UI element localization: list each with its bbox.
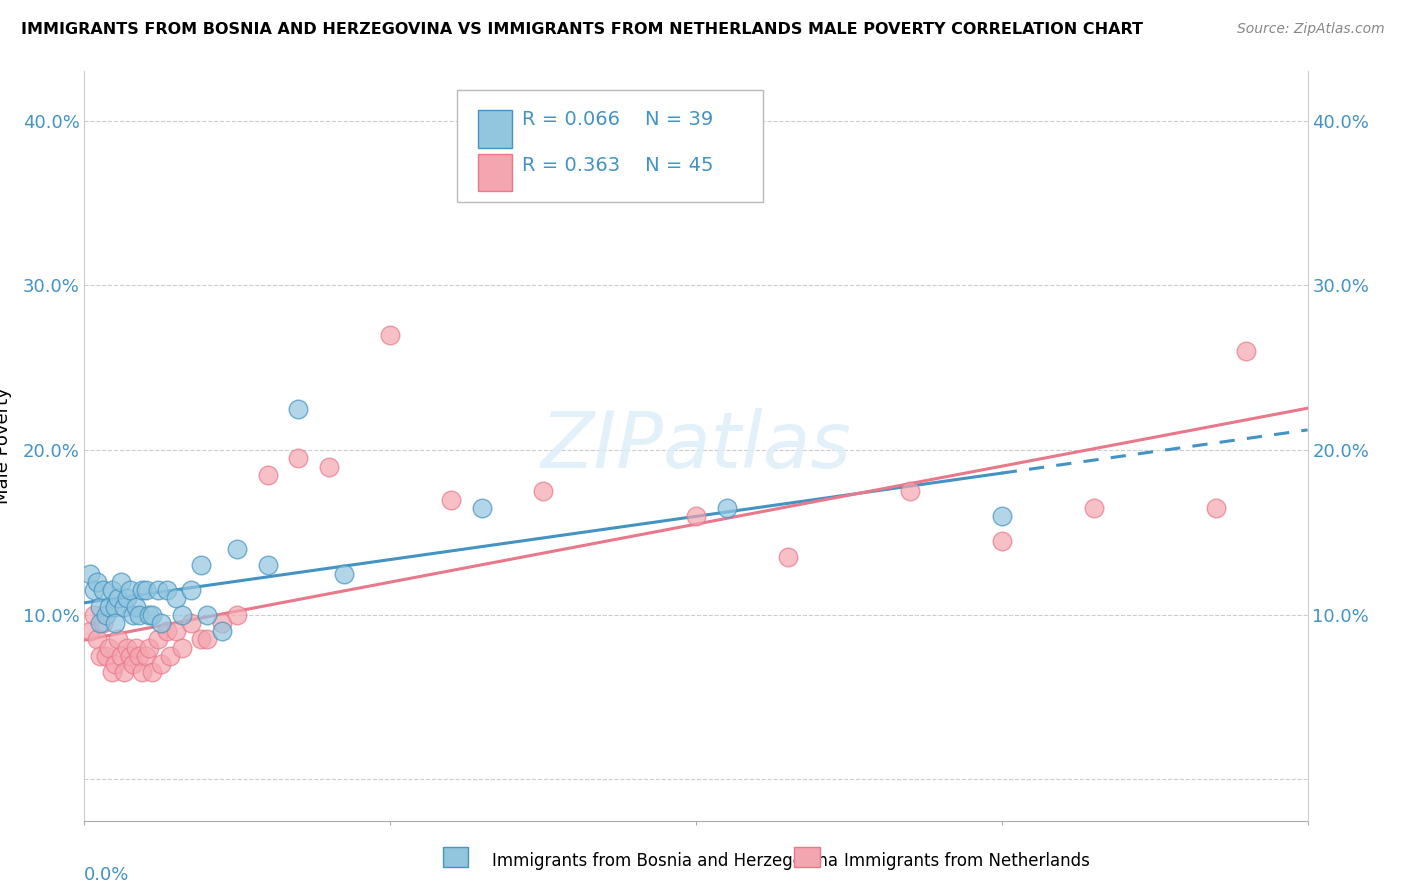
Point — [146, 632, 169, 647]
FancyBboxPatch shape — [457, 90, 763, 202]
Point — [89, 648, 111, 663]
Point — [91, 615, 114, 630]
Point — [110, 648, 132, 663]
Point — [180, 615, 202, 630]
Text: ZIPatlas: ZIPatlas — [540, 408, 852, 484]
Point — [104, 657, 127, 672]
Point — [1205, 500, 1227, 515]
Point — [716, 500, 738, 515]
Bar — [478, 111, 513, 148]
Point — [94, 648, 117, 663]
Point — [135, 583, 157, 598]
Point — [226, 607, 249, 622]
Point — [138, 607, 160, 622]
Point — [120, 648, 142, 663]
Point — [104, 599, 127, 614]
Point — [156, 583, 179, 598]
Point — [776, 550, 799, 565]
Point — [685, 508, 707, 523]
Point — [471, 500, 494, 515]
Point — [159, 648, 181, 663]
Point — [91, 583, 114, 598]
Point — [156, 624, 179, 639]
Point — [104, 615, 127, 630]
Point — [180, 583, 202, 598]
Bar — [478, 153, 513, 191]
Point — [135, 648, 157, 663]
Point — [112, 599, 135, 614]
Point — [107, 591, 129, 606]
Point — [125, 599, 148, 614]
Point — [287, 401, 309, 416]
Point — [380, 327, 402, 342]
Text: Source: ZipAtlas.com: Source: ZipAtlas.com — [1237, 22, 1385, 37]
Point — [149, 657, 172, 672]
Y-axis label: Male Poverty: Male Poverty — [0, 388, 11, 504]
Point — [86, 632, 108, 647]
Text: Immigrants from Netherlands: Immigrants from Netherlands — [844, 852, 1090, 870]
Point — [107, 632, 129, 647]
Point — [211, 624, 233, 639]
Point — [991, 508, 1014, 523]
Point — [211, 615, 233, 630]
Point — [79, 624, 101, 639]
Text: 0.0%: 0.0% — [84, 865, 129, 884]
Point — [97, 640, 120, 655]
Text: R = 0.363    N = 45: R = 0.363 N = 45 — [522, 156, 714, 175]
Point — [195, 607, 218, 622]
Point — [89, 615, 111, 630]
Point — [141, 665, 163, 680]
Point — [131, 583, 153, 598]
Point — [195, 632, 218, 647]
Point — [112, 665, 135, 680]
Point — [146, 583, 169, 598]
Point — [131, 665, 153, 680]
Point — [94, 607, 117, 622]
Point — [165, 591, 187, 606]
Point — [86, 574, 108, 589]
Point — [172, 640, 194, 655]
Text: Immigrants from Bosnia and Herzegovina: Immigrants from Bosnia and Herzegovina — [492, 852, 838, 870]
Point — [149, 615, 172, 630]
Text: R = 0.066    N = 39: R = 0.066 N = 39 — [522, 111, 713, 129]
Point — [333, 566, 356, 581]
Point — [83, 583, 105, 598]
Point — [120, 583, 142, 598]
Point — [190, 632, 212, 647]
Point — [125, 640, 148, 655]
Point — [79, 566, 101, 581]
Point — [110, 574, 132, 589]
Point — [1083, 500, 1105, 515]
Point — [115, 640, 138, 655]
Point — [97, 599, 120, 614]
Point — [122, 657, 145, 672]
Point — [1236, 344, 1258, 359]
Point — [318, 459, 340, 474]
Point — [101, 665, 124, 680]
Point — [257, 558, 280, 573]
Point — [165, 624, 187, 639]
Point — [83, 607, 105, 622]
Point — [226, 541, 249, 556]
Point — [190, 558, 212, 573]
Point — [898, 484, 921, 499]
Point — [138, 640, 160, 655]
Point — [128, 607, 150, 622]
Text: IMMIGRANTS FROM BOSNIA AND HERZEGOVINA VS IMMIGRANTS FROM NETHERLANDS MALE POVER: IMMIGRANTS FROM BOSNIA AND HERZEGOVINA V… — [21, 22, 1143, 37]
Point — [89, 599, 111, 614]
Point — [991, 533, 1014, 548]
Point — [141, 607, 163, 622]
Point — [172, 607, 194, 622]
Point — [101, 583, 124, 598]
Point — [122, 607, 145, 622]
Point — [257, 467, 280, 482]
Point — [128, 648, 150, 663]
Point — [531, 484, 554, 499]
Point — [115, 591, 138, 606]
Point — [440, 492, 463, 507]
Point — [287, 451, 309, 466]
